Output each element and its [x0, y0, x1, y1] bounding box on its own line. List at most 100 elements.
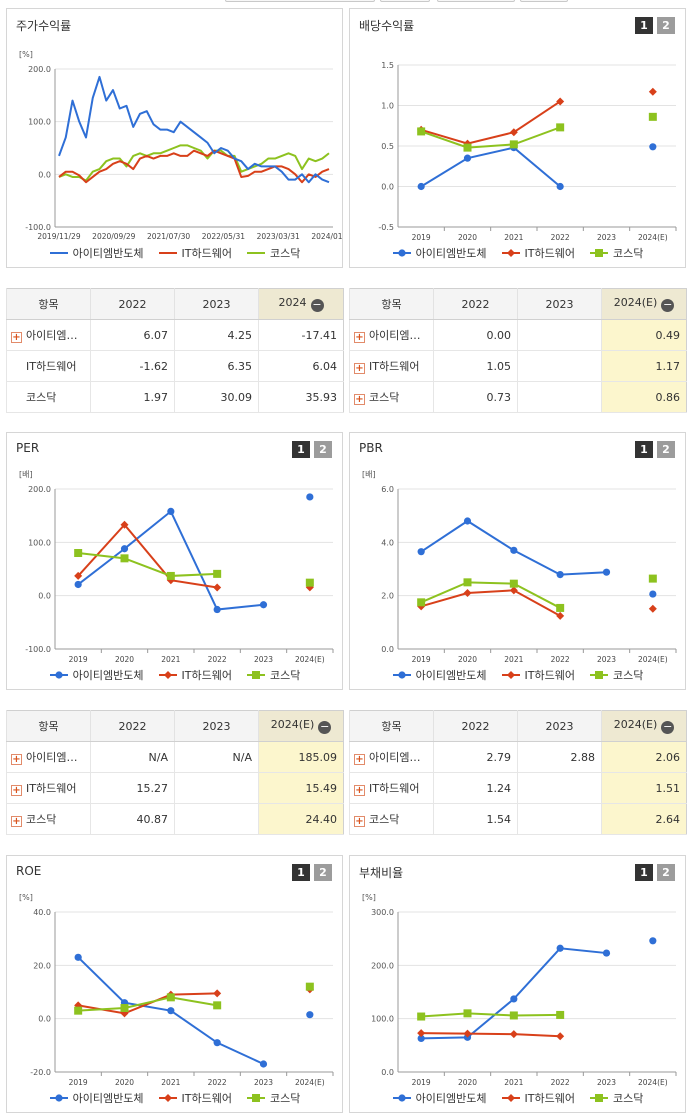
row-name-cell[interactable]: + 코스닥	[349, 381, 434, 413]
row-name-cell[interactable]: + 아이티엠…	[349, 741, 434, 773]
expand-icon[interactable]: +	[354, 394, 365, 405]
expand-icon[interactable]: +	[11, 785, 22, 796]
column-header: 항목	[6, 288, 91, 320]
row-name-cell[interactable]: + 코스닥	[6, 803, 91, 835]
legend-marker	[594, 249, 603, 257]
row-name-cell[interactable]: + IT하드웨어	[349, 350, 434, 382]
row-name-cell[interactable]: + 코스닥	[349, 803, 434, 835]
legend-item[interactable]: IT하드웨어	[158, 245, 232, 261]
toolbar-button[interactable]	[225, 0, 375, 2]
expand-icon[interactable]: +	[354, 785, 365, 796]
legend-swatch	[158, 671, 177, 679]
legend-item[interactable]: 아이티엠반도체	[392, 245, 487, 261]
series-line	[58, 149, 330, 184]
row-name-cell[interactable]: + 아이티엠…	[6, 741, 91, 773]
value-cell: 6.35	[174, 350, 259, 382]
legend-item[interactable]: 아이티엠반도체	[392, 1090, 487, 1106]
column-header-label: 2022	[461, 719, 490, 733]
column-header: 항목	[349, 710, 434, 742]
view-2-button[interactable]: 2	[657, 864, 675, 881]
column-header-label: 2022	[118, 719, 147, 733]
legend-label: IT하드웨어	[524, 1092, 575, 1105]
data-point	[463, 1009, 472, 1018]
legend-item[interactable]: 코스닥	[589, 245, 643, 261]
y-tick-label: 0.0	[381, 645, 394, 654]
view-1-button[interactable]: 1	[635, 864, 653, 881]
collapse-icon[interactable]: −	[661, 298, 675, 312]
y-tick-label: -0.5	[378, 223, 394, 232]
data-point	[417, 1012, 426, 1021]
legend-item[interactable]: IT하드웨어	[501, 1090, 575, 1106]
legend-item[interactable]: 코스닥	[589, 667, 643, 683]
toolbar-button[interactable]	[520, 0, 568, 2]
value-cell: 0.86	[601, 381, 687, 413]
data-point	[510, 995, 518, 1003]
row-name-cell: 코스닥	[6, 381, 91, 413]
table-row: 코스닥 1.97 30.09 35.93	[6, 381, 344, 413]
row-name-cell[interactable]: + 아이티엠…	[6, 319, 91, 351]
column-header-label: 2022	[118, 297, 147, 311]
series-line	[420, 126, 561, 149]
data-point	[120, 554, 129, 563]
collapse-icon[interactable]: −	[310, 298, 324, 312]
view-1-button[interactable]: 1	[635, 441, 653, 458]
expand-icon[interactable]: +	[354, 816, 365, 827]
toolbar-button[interactable]	[380, 0, 430, 2]
view-1-button[interactable]: 1	[635, 17, 653, 34]
legend-item[interactable]: 코스닥	[246, 667, 300, 683]
top-toolbar-remnant	[0, 0, 691, 8]
row-name-cell[interactable]: + 아이티엠…	[349, 319, 434, 351]
x-tick-label: 2020	[115, 1078, 134, 1087]
view-2-button[interactable]: 2	[657, 17, 675, 34]
expand-icon[interactable]: +	[11, 816, 22, 827]
y-tick-label: 100.0	[28, 538, 51, 547]
legend-item[interactable]: 아이티엠반도체	[392, 667, 487, 683]
view-2-button[interactable]: 2	[314, 441, 332, 458]
view-1-button[interactable]: 1	[292, 864, 310, 881]
expand-icon[interactable]: +	[354, 332, 365, 343]
view-1-button[interactable]: 1	[292, 441, 310, 458]
table-row: + 코스닥 40.87 24.40	[6, 803, 344, 835]
view-2-button[interactable]: 2	[657, 441, 675, 458]
x-tick-label: 2019	[69, 1078, 88, 1087]
column-header-label: 2023	[202, 719, 231, 733]
expand-icon[interactable]: +	[11, 754, 22, 765]
legend-swatch	[392, 1094, 411, 1102]
data-point	[556, 123, 565, 132]
legend-item[interactable]: IT하드웨어	[501, 245, 575, 261]
legend-item[interactable]: IT하드웨어	[158, 1090, 232, 1106]
series-line	[77, 523, 218, 589]
row-name-cell[interactable]: + IT하드웨어	[349, 772, 434, 804]
x-tick-label: 2020	[115, 655, 134, 664]
value-cell: 6.04	[258, 350, 344, 382]
toolbar-button[interactable]	[437, 0, 515, 2]
data-point	[259, 601, 268, 609]
collapse-icon[interactable]: −	[318, 720, 332, 734]
legend-item[interactable]: 아이티엠반도체	[49, 245, 144, 261]
legend-item[interactable]: 코스닥	[246, 245, 300, 261]
legend-item[interactable]: 코스닥	[589, 1090, 643, 1106]
x-tick-label: 2021	[161, 1078, 180, 1087]
legend-swatch	[501, 249, 520, 257]
row-name-cell[interactable]: + IT하드웨어	[6, 772, 91, 804]
legend-item[interactable]: 코스닥	[246, 1090, 300, 1106]
legend-label: IT하드웨어	[181, 1092, 232, 1105]
view-2-button[interactable]: 2	[314, 864, 332, 881]
expand-icon[interactable]: +	[354, 363, 365, 374]
legend-item[interactable]: 아이티엠반도체	[49, 667, 144, 683]
y-tick-label: 1.5	[381, 61, 394, 70]
x-tick-label: 2024(E)	[638, 233, 668, 242]
value-cell: 1.05	[433, 350, 518, 382]
expand-icon[interactable]: +	[354, 754, 365, 765]
expand-icon[interactable]: +	[11, 332, 22, 343]
collapse-icon[interactable]: −	[661, 720, 675, 734]
legend-item[interactable]: 아이티엠반도체	[49, 1090, 144, 1106]
y-tick-label: 0.0	[381, 1068, 394, 1077]
legend-item[interactable]: IT하드웨어	[501, 667, 575, 683]
legend-item[interactable]: IT하드웨어	[158, 667, 232, 683]
value-cell: 2.88	[517, 741, 602, 773]
x-tick-label: 2020	[458, 1078, 477, 1087]
